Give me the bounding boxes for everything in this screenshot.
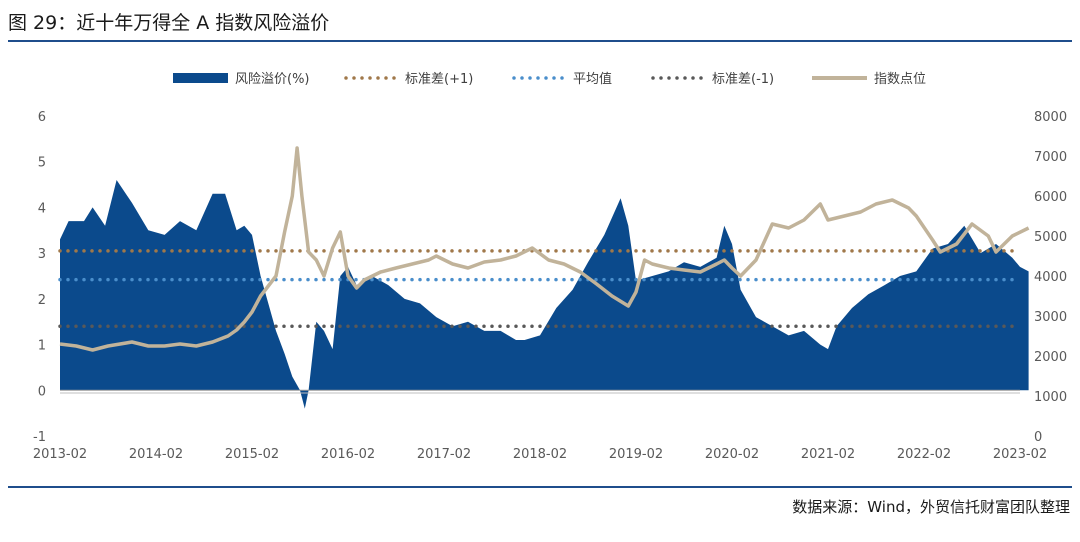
y-left-tick-label: 3 [38,247,46,262]
x-tick-label: 2021-02 [801,447,855,462]
legend-label: 指数点位 [874,72,926,87]
x-tick-label: 2023-02 [993,447,1047,462]
y-left-tick-label: 4 [38,201,46,216]
y-left-tick-label: -1 [33,430,46,445]
y-left-tick-label: 6 [38,110,46,125]
y-right-tick-label: 8000 [1034,110,1067,125]
y-right-tick-label: 6000 [1034,190,1067,205]
x-tick-label: 2017-02 [417,447,471,462]
legend-label: 标准差(-1) [712,72,774,87]
x-tick-label: 2014-02 [129,447,183,462]
chart-title: 图 29：近十年万得全 A 指数风险溢价 [8,12,330,34]
y-right-tick-label: 5000 [1034,230,1067,245]
x-tick-label: 2019-02 [609,447,663,462]
y-right-tick-label: 0 [1034,430,1042,445]
y-right-tick-label: 1000 [1034,390,1067,405]
legend-label: 标准差(+1) [405,72,473,87]
y-left-tick-label: 0 [38,384,46,399]
footer-divider [8,486,1072,488]
x-tick-label: 2018-02 [513,447,567,462]
x-tick-label: 2022-02 [897,447,951,462]
y-right-tick-label: 2000 [1034,350,1067,365]
y-right-tick-label: 7000 [1034,150,1067,165]
legend-label: 平均值 [573,71,612,87]
legend-swatch-area [173,73,228,83]
title-divider [8,40,1072,42]
y-right-tick-label: 3000 [1034,310,1067,325]
x-tick-label: 2016-02 [321,447,375,462]
x-tick-label: 2020-02 [705,447,759,462]
source-note: 数据来源：Wind，外贸信托财富团队整理 [792,498,1070,516]
chart-svg: 2013-02 2014-02 2015-02 2016-02 2017-02 2018-… [33,71,1067,462]
x-tick-label: 2015-02 [225,447,279,462]
y-right-tick-label: 4000 [1034,270,1067,285]
y-left-tick-label: 2 [38,293,46,308]
risk-premium-area [60,180,1029,409]
x-tick-label: 2013-02 [33,447,87,462]
y-left-tick-label: 5 [38,156,46,171]
index-level-line [59,146,1030,352]
y-left-tick-label: 1 [38,339,46,354]
legend-label: 风险溢价(%) [235,72,310,87]
